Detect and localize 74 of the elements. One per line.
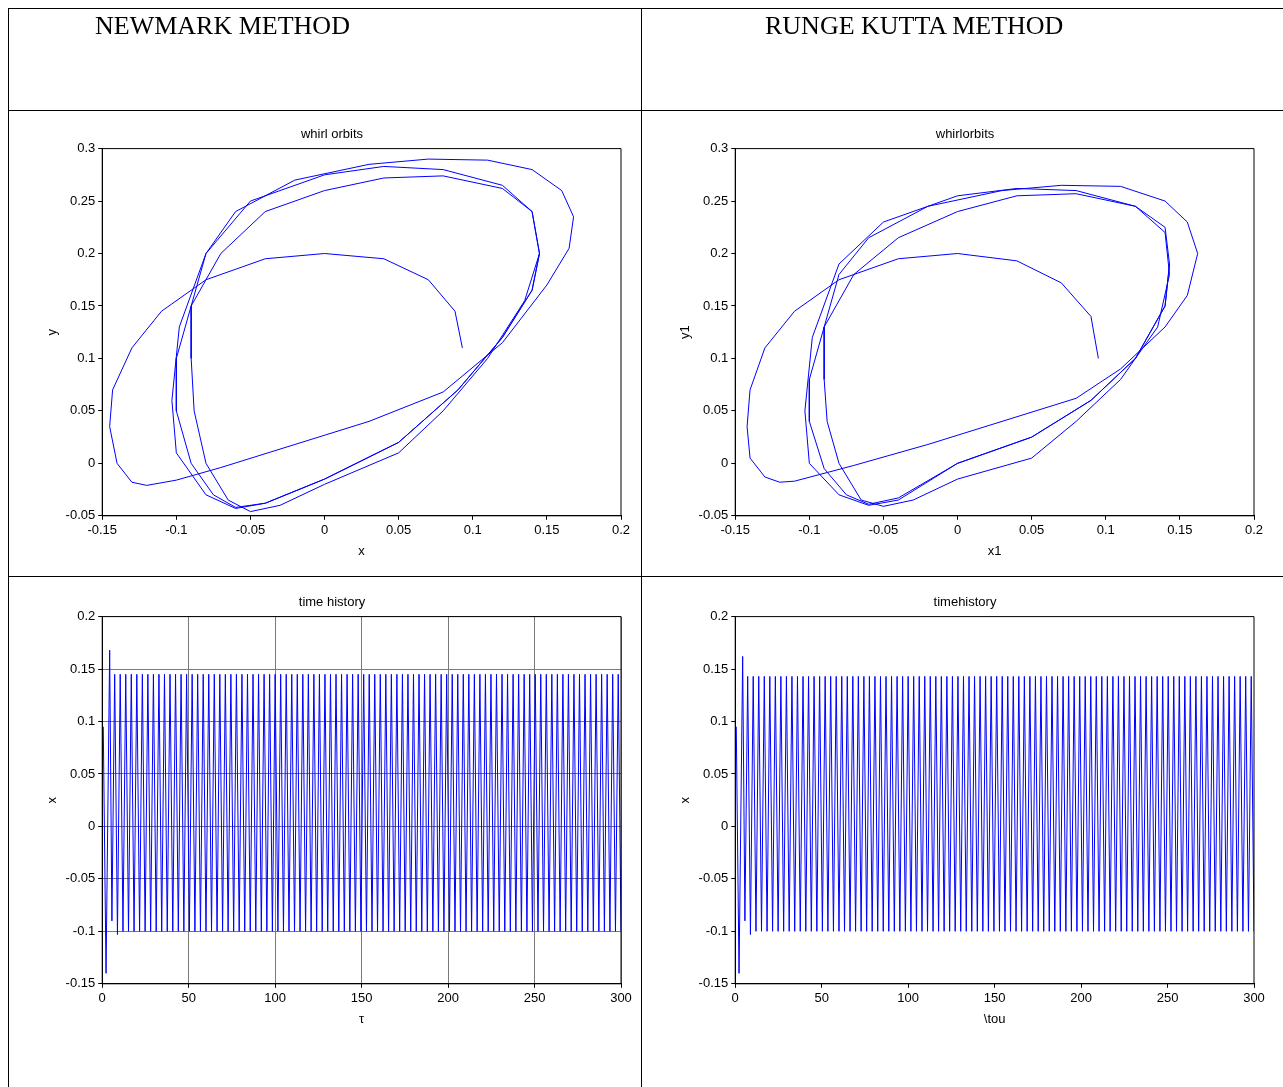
x-axis-title: \tou: [983, 1010, 1006, 1026]
y-tick-label: 0.2: [710, 608, 729, 624]
x-tick-label: 0: [953, 522, 962, 538]
text: RUNGE KUTTA METHOD: [765, 11, 1064, 41]
y-tick-label: 0.05: [702, 402, 729, 418]
y-tick-label: 0.25: [69, 192, 96, 208]
y-tick-label: 0: [88, 818, 96, 834]
y-tick-label: 0: [88, 454, 96, 470]
y-tick-label: -0.1: [72, 922, 96, 938]
y-tick-label: -0.05: [698, 870, 729, 886]
y-tick-label: -0.05: [65, 507, 96, 523]
y-tick-label: -0.05: [65, 870, 96, 886]
x-tick-label: 250: [523, 990, 546, 1006]
chart-title: time history: [298, 594, 366, 610]
x-tick-label: 100: [264, 990, 287, 1006]
y-tick-label: 0: [721, 454, 729, 470]
y-tick-label: -0.1: [705, 922, 729, 938]
x-axis-title: x: [358, 542, 366, 558]
x-tick-label: 0.05: [386, 522, 412, 538]
x-tick-label: 0.2: [1244, 522, 1264, 538]
x-axis-title: x1: [987, 542, 1002, 558]
x-tick-label: -0.1: [798, 522, 821, 538]
y-tick-label: -0.15: [698, 975, 729, 991]
y-tick-label: 0.05: [69, 402, 96, 418]
chart-title: timehistory: [933, 594, 997, 610]
y-tick-label: 0.05: [69, 765, 96, 781]
x-tick-label: 0: [98, 990, 106, 1006]
y-tick-label: -0.05: [698, 507, 729, 523]
x-tick-label: 100: [897, 990, 920, 1006]
x-tick-label: 150: [983, 990, 1006, 1006]
x-axis-title: τ: [359, 1010, 366, 1026]
x-tick-label: 0.15: [1167, 522, 1193, 538]
text: NEWMARK METHOD: [95, 11, 350, 41]
y-axis-title: x: [44, 796, 60, 804]
x-tick-label: -0.05: [235, 522, 266, 538]
x-tick-label: 50: [814, 990, 829, 1006]
y-tick-label: 0.15: [69, 297, 96, 313]
x-tick-label: 0: [731, 990, 739, 1006]
y-tick-label: 0.1: [710, 350, 729, 366]
y-tick-label: 0.1: [77, 713, 96, 729]
x-tick-label: 300: [610, 990, 632, 1006]
y-axis-title: x: [677, 796, 693, 804]
y-tick-label: -0.15: [65, 975, 96, 991]
x-tick-label: 250: [1156, 990, 1179, 1006]
x-tick-label: 0.15: [534, 522, 560, 538]
x-tick-label: 0.05: [1019, 522, 1045, 538]
y-tick-label: 0.3: [77, 140, 96, 156]
y-tick-label: 0.3: [710, 140, 729, 156]
chart-title: whirlorbits: [934, 126, 995, 142]
y-tick-label: 0.2: [77, 608, 96, 624]
y-tick-label: 0.1: [710, 713, 729, 729]
y-tick-label: 0.15: [69, 660, 96, 676]
y-tick-label: 0: [721, 818, 729, 834]
y-tick-label: 0.05: [702, 765, 729, 781]
y-tick-label: 0.15: [702, 660, 729, 676]
x-tick-label: 0.2: [611, 522, 631, 538]
y-axis-title: y: [44, 328, 60, 336]
y-tick-label: 0.25: [702, 192, 729, 208]
y-tick-label: 0.15: [702, 297, 729, 313]
y-tick-label: 0.2: [77, 245, 96, 261]
x-tick-label: 0: [320, 522, 329, 538]
y-axis-title: y1: [677, 325, 693, 340]
x-tick-label: 200: [1070, 990, 1092, 1006]
x-tick-label: 300: [1243, 990, 1265, 1006]
y-tick-label: 0.1: [77, 350, 96, 366]
x-tick-label: -0.1: [165, 522, 188, 538]
x-tick-label: 0.1: [1096, 522, 1115, 538]
x-tick-label: 0.1: [463, 522, 482, 538]
x-tick-label: -0.05: [868, 522, 899, 538]
y-tick-label: 0.2: [710, 245, 729, 261]
x-tick-label: 150: [350, 990, 373, 1006]
chart-title: whirl orbits: [299, 126, 364, 142]
x-tick-label: 50: [181, 990, 196, 1006]
x-tick-label: 200: [437, 990, 459, 1006]
